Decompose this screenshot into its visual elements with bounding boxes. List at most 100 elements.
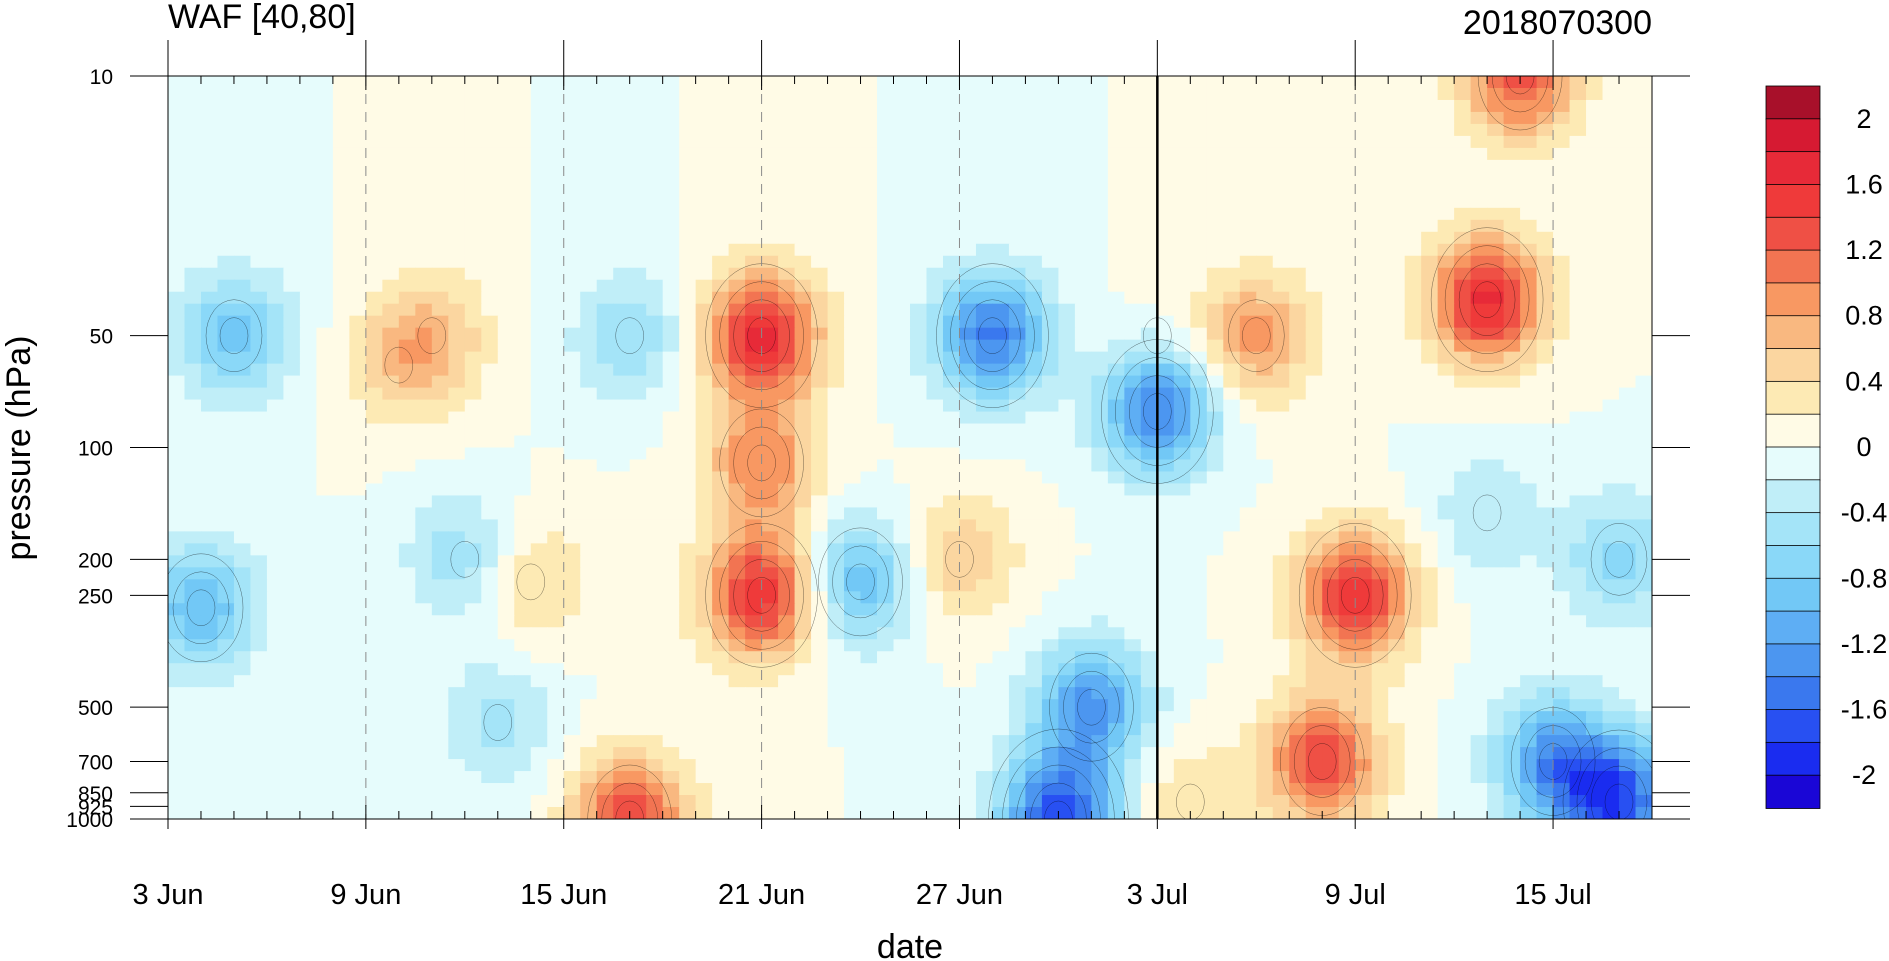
field-cell	[299, 483, 317, 497]
field-cell	[168, 399, 186, 413]
field-cell	[1586, 423, 1604, 437]
field-cell	[794, 411, 812, 425]
field-cell	[1206, 291, 1224, 305]
field-cell	[332, 567, 350, 580]
field-cell	[1536, 159, 1554, 173]
field-cell	[497, 351, 515, 365]
field-cell	[530, 267, 548, 281]
field-cell	[481, 723, 499, 736]
field-cell	[695, 651, 713, 664]
field-cell	[629, 699, 647, 712]
field-cell	[1371, 483, 1389, 497]
field-cell	[184, 735, 202, 748]
field-cell	[299, 675, 317, 688]
field-cell	[1190, 76, 1208, 89]
field-cell	[1404, 231, 1422, 245]
field-cell	[728, 111, 746, 125]
field-cell	[1536, 495, 1554, 509]
field-cell	[992, 435, 1010, 449]
field-cell	[497, 699, 515, 712]
field-cell	[679, 87, 697, 101]
field-cell	[1074, 171, 1092, 185]
field-cell	[646, 291, 664, 305]
field-cell	[1041, 375, 1059, 389]
field-cell	[332, 183, 350, 197]
field-cell	[695, 615, 713, 628]
field-cell	[1404, 123, 1422, 137]
field-cell	[1586, 111, 1604, 125]
field-cell	[679, 675, 697, 688]
field-cell	[481, 603, 499, 616]
field-cell	[1124, 459, 1142, 473]
field-cell	[184, 147, 202, 161]
field-cell	[1305, 327, 1323, 341]
field-cell	[1338, 603, 1356, 616]
field-cell	[761, 591, 779, 604]
field-cell	[283, 651, 301, 664]
field-cell	[1536, 459, 1554, 473]
field-cell	[547, 171, 565, 185]
field-cell	[184, 723, 202, 736]
field-cell	[1371, 507, 1389, 520]
field-cell	[1421, 195, 1439, 209]
field-cell	[365, 135, 383, 149]
field-cell	[1256, 723, 1274, 736]
field-cell	[712, 735, 730, 748]
field-cell	[695, 735, 713, 748]
field-cell	[1289, 303, 1307, 317]
field-cell	[1173, 351, 1191, 365]
field-cell	[844, 327, 862, 341]
field-cell	[629, 327, 647, 341]
field-cell	[1305, 76, 1323, 89]
field-cell	[712, 375, 730, 389]
field-cell	[464, 207, 482, 221]
field-cell	[1058, 603, 1076, 616]
field-cell	[959, 555, 977, 568]
field-cell	[1074, 375, 1092, 389]
field-cell	[1619, 615, 1637, 628]
field-cell	[712, 615, 730, 628]
field-cell	[316, 459, 334, 473]
field-cell	[365, 375, 383, 389]
field-cell	[1074, 591, 1092, 604]
field-cell	[1173, 291, 1191, 305]
field-cell	[168, 699, 186, 712]
field-cell	[497, 663, 515, 676]
field-cell	[217, 267, 235, 281]
field-cell	[1206, 195, 1224, 209]
field-cell	[332, 543, 350, 556]
field-cell	[1487, 435, 1505, 449]
field-cell	[514, 363, 532, 377]
field-cell	[365, 399, 383, 413]
field-cell	[1388, 375, 1406, 389]
field-cell	[1536, 399, 1554, 413]
field-cell	[1124, 531, 1142, 544]
field-cell	[959, 387, 977, 401]
field-cell	[382, 219, 400, 233]
field-cell	[1140, 315, 1158, 329]
field-cell	[283, 723, 301, 736]
field-cell	[1437, 327, 1455, 341]
field-cell	[926, 351, 944, 365]
field-cell	[827, 231, 845, 245]
field-cell	[695, 435, 713, 449]
field-cell	[563, 351, 581, 365]
field-cell	[1091, 723, 1109, 736]
field-cell	[1305, 363, 1323, 377]
field-cell	[794, 711, 812, 724]
field-cell	[1256, 567, 1274, 580]
field-cell	[761, 555, 779, 568]
field-cell	[712, 147, 730, 161]
field-cell	[1091, 99, 1109, 113]
field-cell	[827, 735, 845, 748]
field-cell	[1421, 471, 1439, 485]
field-cell	[365, 735, 383, 748]
field-cell	[827, 651, 845, 664]
field-cell	[712, 423, 730, 437]
field-cell	[448, 519, 466, 532]
field-cell	[1602, 219, 1620, 233]
field-cell	[547, 567, 565, 580]
field-cell	[1322, 315, 1340, 329]
field-cell	[975, 423, 994, 437]
field-cell	[1140, 423, 1158, 437]
